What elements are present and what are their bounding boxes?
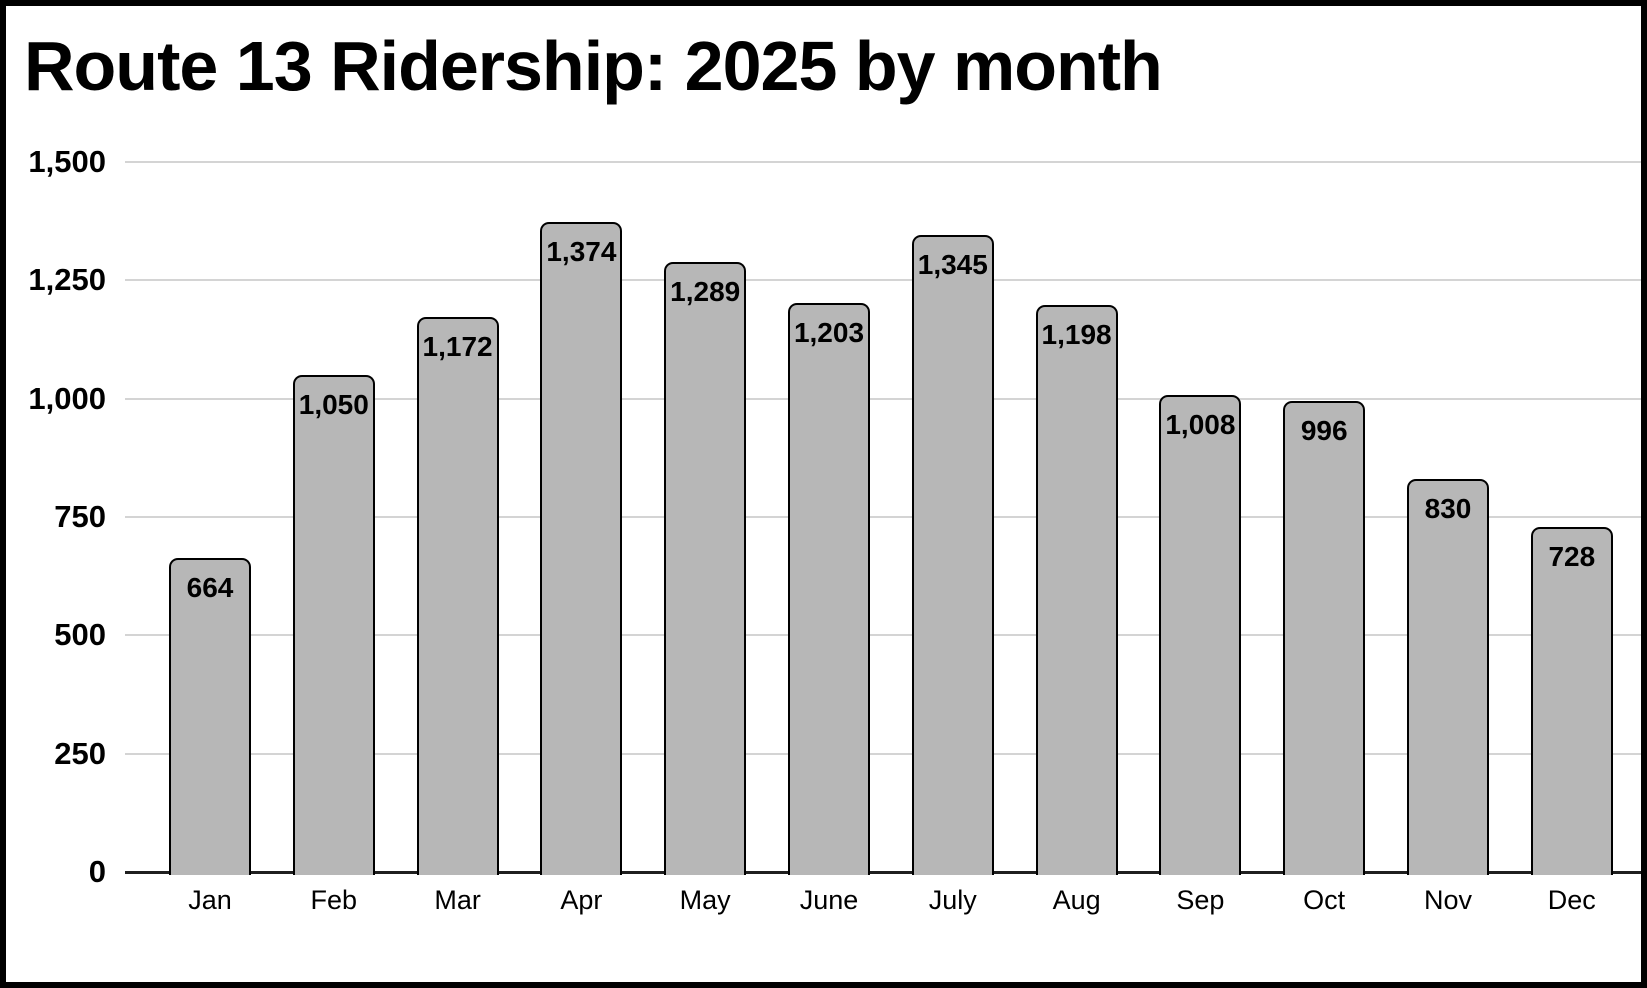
bar-value-label: 728	[1548, 541, 1596, 573]
bar-value-label: 996	[1300, 414, 1348, 446]
bar-value-label: 1,008	[1165, 408, 1236, 440]
bar-july[interactable]: 1,345	[911, 235, 994, 875]
bar-value-label: 1,203	[793, 316, 865, 348]
y-axis-tick-label: 500	[54, 617, 106, 653]
x-axis-tick-label: Mar	[434, 885, 481, 915]
bar-value-label: 1,050	[298, 389, 369, 420]
chart-title: Route 13 Ridership: 2025 by month	[24, 27, 1163, 105]
bar-nov[interactable]: 830	[1407, 479, 1489, 875]
y-axis-tick-label: 1,500	[28, 144, 106, 179]
gridline	[125, 397, 1641, 400]
bar-value-label: 1,198	[1041, 318, 1112, 350]
bar-june[interactable]: 1,203	[788, 302, 870, 875]
bar-value-label: 1,289	[670, 275, 741, 307]
plot-area: 0 250 500 750 1,000 1,250 1,500 664 Jan 1,050 Feb 1…	[6, 6, 1641, 982]
x-axis-tick-label: Aug	[1052, 885, 1101, 915]
x-axis-tick-label: Nov	[1423, 885, 1472, 915]
bar-value-label: 1,345	[917, 249, 988, 281]
x-axis-tick-label: Dec	[1547, 885, 1596, 915]
bar-dec[interactable]: 728	[1530, 527, 1613, 875]
bar-value-label: 664	[186, 571, 234, 603]
y-axis-tick-label: 0	[88, 854, 106, 889]
bar-apr[interactable]: 1,374	[540, 221, 623, 875]
gridline	[125, 516, 1641, 518]
bar-value-label: 830	[1424, 493, 1472, 525]
bar-value-label: 1,374	[546, 235, 617, 267]
x-axis-tick-label: Feb	[310, 885, 358, 915]
x-axis-tick-label: Sep	[1176, 885, 1225, 915]
bar-oct[interactable]: 996	[1283, 400, 1366, 875]
x-axis-tick-label: May	[679, 885, 731, 915]
gridline	[125, 161, 1641, 163]
x-axis-tick-label: Apr	[560, 885, 603, 915]
x-axis-line	[125, 871, 1641, 874]
y-axis-tick-label: 1,000	[28, 380, 106, 416]
bar-sep[interactable]: 1,008	[1159, 394, 1242, 875]
gridline	[125, 279, 1641, 282]
x-axis-tick-label: July	[928, 885, 977, 915]
y-axis-tick-label: 250	[54, 735, 106, 771]
bar-feb[interactable]: 1,050	[292, 375, 375, 875]
y-axis-tick-label: 750	[54, 499, 106, 534]
x-axis-tick-label: Oct	[1303, 885, 1346, 915]
gridline	[125, 634, 1641, 637]
bar-may[interactable]: 1,289	[664, 261, 747, 875]
bar-jan[interactable]: 664	[169, 557, 251, 875]
x-axis-tick-label: Jan	[188, 885, 232, 915]
gridline	[125, 752, 1641, 755]
y-axis-tick-label: 1,250	[28, 262, 106, 298]
bar-value-label: 1,172	[422, 331, 493, 363]
x-axis-tick-label: June	[799, 885, 859, 915]
bar-aug[interactable]: 1,198	[1035, 304, 1118, 875]
bar-mar[interactable]: 1,172	[416, 317, 499, 875]
